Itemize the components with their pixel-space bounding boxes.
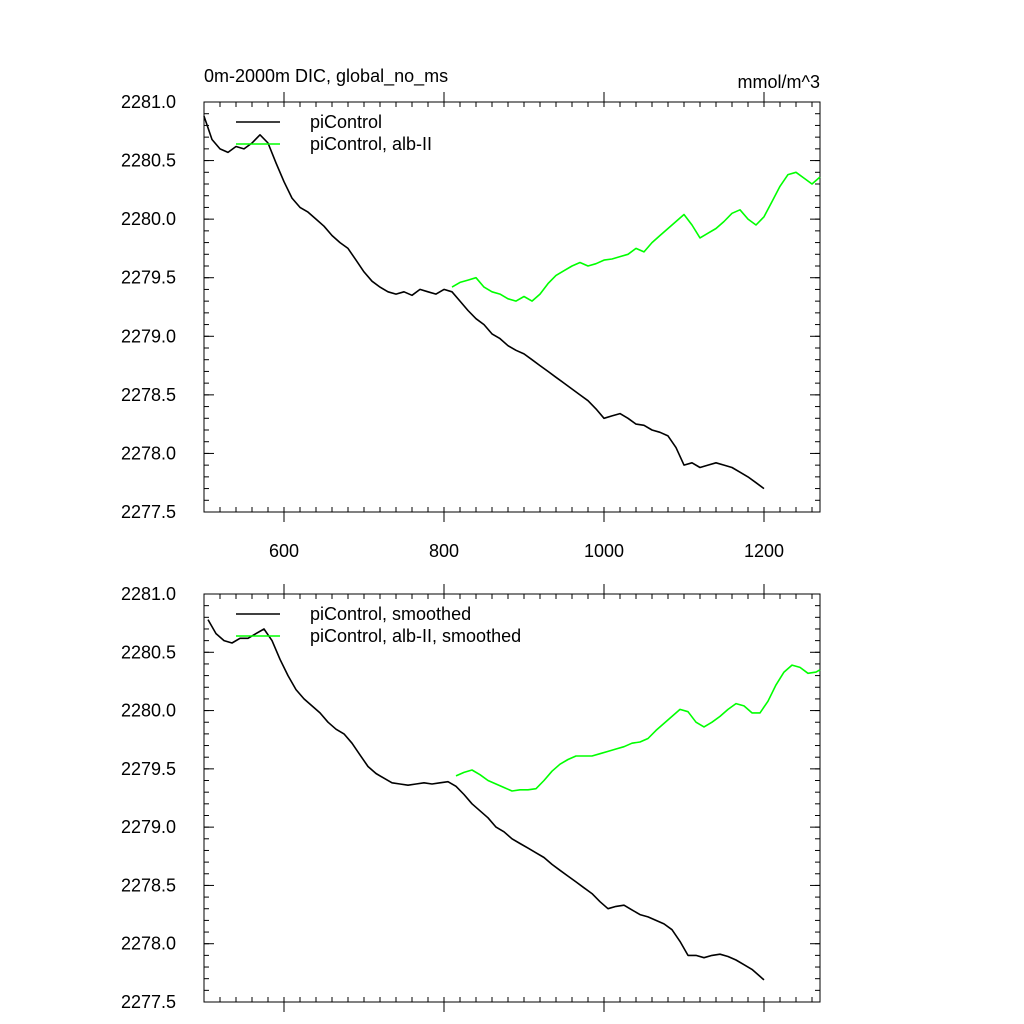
y-tick-label: 2280.0	[121, 209, 176, 229]
legend-label: piControl	[310, 112, 382, 132]
y-tick-label: 2277.5	[121, 992, 176, 1012]
y-tick-label: 2279.5	[121, 268, 176, 288]
x-tick-label: 800	[429, 541, 459, 561]
y-tick-label: 2281.0	[121, 584, 176, 604]
legend-label: piControl, alb-II, smoothed	[310, 626, 521, 646]
y-tick-label: 2278.0	[121, 934, 176, 954]
y-tick-label: 2279.5	[121, 759, 176, 779]
legend-label: piControl, smoothed	[310, 604, 471, 624]
series-line-picontrol	[207, 619, 765, 981]
y-tick-label: 2280.5	[121, 151, 176, 171]
legend-label: piControl, alb-II	[310, 134, 432, 154]
x-tick-label: 1200	[744, 541, 784, 561]
y-tick-label: 2278.0	[121, 443, 176, 463]
plot-frame	[203, 101, 821, 513]
plot-frame	[203, 593, 821, 1003]
x-tick-label: 1000	[584, 541, 624, 561]
y-tick-label: 2280.5	[121, 642, 176, 662]
units-label: mmol/m^3	[738, 72, 820, 92]
chart-panel-2: 2277.5 2278.0 2278.5 2279.0 2279.5 2280.0 2280…	[121, 584, 821, 1012]
y-tick-label: 2278.5	[121, 385, 176, 405]
y-tick-label: 2279.0	[121, 326, 176, 346]
y-tick-label: 2279.0	[121, 817, 176, 837]
series-line-picontrol	[203, 115, 765, 490]
y-tick-label: 2277.5	[121, 502, 176, 522]
chart-panel-1: 2277.5 2278.0 2278.5 2279.0 2279.5 2280.0 2280…	[121, 66, 821, 561]
series-line-alb-ii	[451, 171, 821, 302]
x-tick-label: 600	[269, 541, 299, 561]
series-line-alb-ii	[455, 664, 821, 792]
y-tick-label: 2278.5	[121, 875, 176, 895]
y-tick-label: 2280.0	[121, 701, 176, 721]
chart-title: 0m-2000m DIC, global_no_ms	[204, 66, 448, 87]
y-tick-label: 2281.0	[121, 92, 176, 112]
